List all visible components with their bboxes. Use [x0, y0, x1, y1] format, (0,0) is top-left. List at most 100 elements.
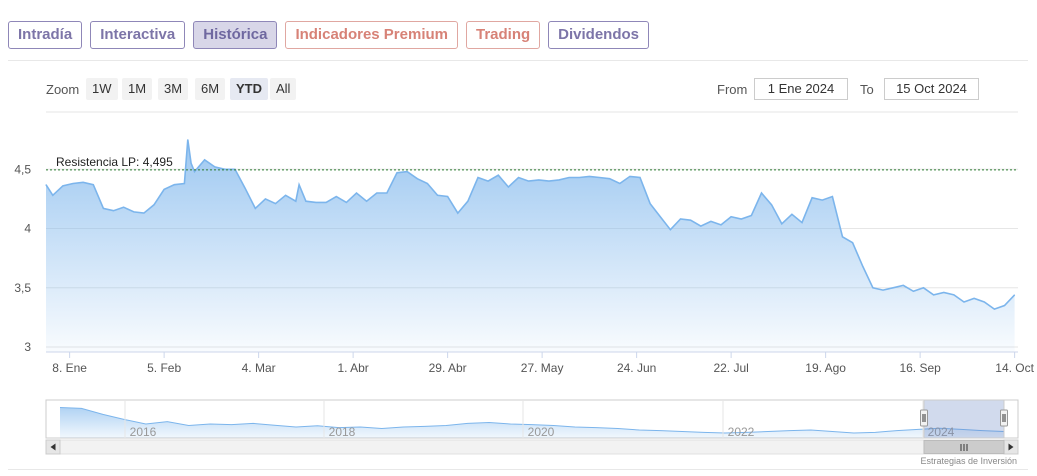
navigator-year-label: 2018	[329, 425, 356, 439]
data-point	[781, 223, 783, 225]
data-point	[163, 189, 165, 190]
resistance-label: Resistencia LP: 4,495	[56, 155, 173, 169]
data-point	[52, 194, 54, 196]
y-tick-label: 3,5	[14, 281, 31, 295]
data-point	[548, 180, 550, 182]
data-point	[335, 196, 337, 197]
tab-historica[interactable]: Histórica	[193, 21, 278, 49]
data-point	[659, 216, 661, 218]
data-point	[224, 168, 226, 170]
zoom-all-button[interactable]: All	[270, 78, 297, 100]
data-point	[568, 177, 570, 178]
x-tick-label: 5. Feb	[147, 361, 181, 375]
navigator-handle[interactable]	[1000, 409, 1008, 427]
data-point	[194, 171, 195, 173]
from-date-input[interactable]: 1 Ene 2024	[754, 78, 848, 100]
data-point	[133, 211, 135, 213]
data-point	[376, 192, 378, 194]
data-point	[700, 225, 702, 227]
credits-link[interactable]: Estrategias de Inversión	[920, 456, 1017, 466]
navigator-year-label: 2020	[528, 425, 555, 439]
data-point	[82, 181, 84, 183]
data-point	[629, 176, 631, 177]
x-tick-label: 27. May	[521, 361, 564, 375]
zoom-3m-button[interactable]: 3M	[158, 78, 189, 100]
tab-trading[interactable]: Trading	[466, 21, 541, 49]
zoom-1w-button[interactable]: 1W	[86, 78, 118, 100]
scroll-right-arrow-icon	[1008, 443, 1014, 451]
data-point	[609, 178, 610, 180]
data-point	[710, 221, 712, 222]
data-point	[973, 298, 975, 299]
tab-intradia[interactable]: Intradía	[8, 21, 83, 49]
data-point	[356, 192, 357, 194]
navigator-area	[60, 407, 1004, 438]
data-point	[298, 184, 300, 186]
data-point	[123, 206, 124, 208]
series-line	[45, 139, 1016, 310]
data-point	[872, 287, 874, 289]
data-point	[1014, 294, 1015, 296]
to-label: To	[860, 82, 874, 97]
zoom-1m-button[interactable]: 1M	[122, 78, 153, 100]
x-tick-label: 4. Mar	[242, 361, 276, 375]
data-point	[680, 218, 681, 220]
x-tick-label: 8. Ene	[52, 361, 87, 375]
data-point	[538, 179, 540, 181]
data-point	[842, 236, 843, 238]
data-point	[386, 192, 388, 194]
data-point	[143, 212, 145, 214]
data-point	[791, 213, 793, 215]
from-label: From	[717, 82, 748, 97]
tab-divider	[8, 60, 1028, 61]
data-point	[346, 202, 347, 203]
y-tick-label: 3	[24, 340, 31, 354]
data-point	[771, 204, 772, 206]
navigator-handle[interactable]	[920, 409, 928, 427]
x-tick-label: 22. Jul	[713, 361, 748, 375]
data-point	[963, 301, 965, 303]
data-point	[477, 177, 479, 178]
data-point	[740, 218, 742, 220]
data-point	[275, 203, 276, 205]
y-tick-label: 4	[24, 222, 31, 236]
data-point	[913, 290, 914, 292]
data-point	[113, 210, 114, 212]
data-point	[832, 196, 833, 197]
data-point	[366, 200, 367, 202]
x-tick-label: 1. Abr	[337, 361, 368, 375]
data-point	[190, 162, 192, 164]
scrollbar-track[interactable]	[45, 439, 1019, 455]
data-point	[730, 216, 732, 218]
data-point	[639, 177, 641, 178]
data-point	[578, 177, 580, 178]
data-point	[649, 203, 651, 205]
tab-dividendos[interactable]: Dividendos	[548, 21, 650, 49]
data-point	[447, 196, 448, 197]
navigator-selection[interactable]	[923, 399, 1005, 439]
scroll-left-arrow-icon	[50, 443, 56, 451]
data-point	[92, 184, 94, 186]
navigator-year-label: 2016	[130, 425, 157, 439]
data-point	[619, 183, 621, 184]
data-point	[690, 219, 691, 221]
data-point	[528, 180, 529, 182]
to-date-input[interactable]: 15 Oct 2024	[884, 78, 979, 100]
data-point	[558, 179, 560, 181]
zoom-6m-button[interactable]: 6M	[195, 78, 226, 100]
data-point	[599, 177, 600, 178]
data-point	[103, 208, 104, 209]
data-point	[670, 229, 671, 231]
zoom-ytd-button[interactable]: YTD	[230, 78, 268, 100]
x-tick-label: 16. Sep	[899, 361, 941, 375]
data-point	[487, 180, 489, 182]
data-point	[751, 215, 752, 216]
data-point	[295, 200, 297, 202]
data-point	[994, 308, 995, 310]
data-point	[153, 204, 155, 206]
data-point	[285, 194, 286, 196]
tab-interactiva[interactable]: Interactiva	[90, 21, 186, 49]
navigator-year-label: 2024	[928, 425, 955, 439]
data-point	[953, 294, 955, 296]
tab-indicadores-premium[interactable]: Indicadores Premium	[285, 21, 458, 49]
